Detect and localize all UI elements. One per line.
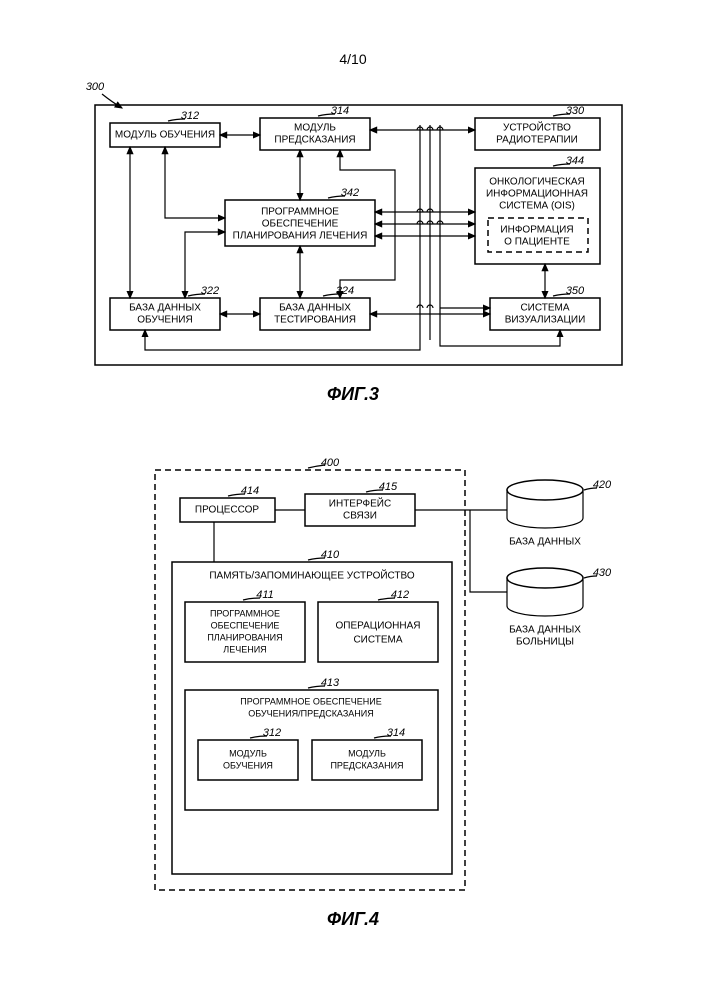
svg-text:420: 420	[593, 479, 612, 491]
svg-text:314: 314	[387, 727, 405, 739]
node-430: 430 БАЗА ДАННЫХ БОЛЬНИЦЫ	[507, 567, 612, 648]
svg-text:410: 410	[321, 549, 340, 561]
svg-text:МОДУЛЬ: МОДУЛЬ	[229, 748, 267, 758]
svg-text:ПРЕДСКАЗАНИЯ: ПРЕДСКАЗАНИЯ	[330, 760, 403, 770]
svg-text:СИСТЕМА: СИСТЕМА	[353, 635, 402, 646]
svg-text:330: 330	[566, 105, 585, 117]
node-314b: 314 МОДУЛЬ ПРЕДСКАЗАНИЯ	[312, 727, 422, 780]
node-330: 330 УСТРОЙСТВО РАДИОТЕРАПИИ	[475, 105, 600, 150]
svg-text:СВЯЗИ: СВЯЗИ	[343, 511, 377, 522]
svg-text:О ПАЦИЕНТЕ: О ПАЦИЕНТЕ	[504, 237, 570, 248]
node-415: 415 ИНТЕРФЕЙС СВЯЗИ	[305, 481, 415, 526]
svg-text:ПРОЦЕССОР: ПРОЦЕССОР	[195, 505, 259, 516]
node-420: 420 БАЗА ДАННЫХ	[507, 479, 612, 548]
svg-text:324: 324	[336, 285, 354, 297]
ref-300: 300	[86, 81, 105, 93]
svg-text:412: 412	[391, 589, 409, 601]
svg-text:ОБУЧЕНИЯ/ПРЕДСКАЗАНИЯ: ОБУЧЕНИЯ/ПРЕДСКАЗАНИЯ	[248, 708, 374, 718]
node-414: 414 ПРОЦЕССОР	[180, 485, 275, 522]
node-324: 324 БАЗА ДАННЫХ ТЕСТИРОВАНИЯ	[260, 285, 370, 330]
svg-text:ТЕСТИРОВАНИЯ: ТЕСТИРОВАНИЯ	[274, 315, 356, 326]
svg-text:ОНКОЛОГИЧЕСКАЯ: ОНКОЛОГИЧЕСКАЯ	[489, 177, 585, 188]
ref-400: 400	[321, 457, 340, 469]
svg-text:430: 430	[593, 567, 612, 579]
fig4-frame	[155, 470, 465, 890]
node-412: 412 ОПЕРАЦИОННАЯ СИСТЕМА	[318, 589, 438, 662]
node-314: 314 МОДУЛЬ ПРЕДСКАЗАНИЯ	[260, 105, 370, 150]
svg-text:ОБЕСПЕЧЕНИЕ: ОБЕСПЕЧЕНИЕ	[211, 620, 280, 630]
node-411: 411 ПРОГРАММНОЕ ОБЕСПЕЧЕНИЕ ПЛАНИРОВАНИЯ…	[185, 589, 305, 662]
svg-text:ВИЗУАЛИЗАЦИИ: ВИЗУАЛИЗАЦИИ	[505, 315, 586, 326]
svg-text:413: 413	[321, 677, 340, 689]
svg-text:ПРОГРАММНОЕ: ПРОГРАММНОЕ	[210, 608, 280, 618]
svg-text:342: 342	[341, 187, 359, 199]
svg-text:414: 414	[241, 485, 259, 497]
node-312b: 312 МОДУЛЬ ОБУЧЕНИЯ	[198, 727, 298, 780]
node-344: 344 ОНКОЛОГИЧЕСКАЯ ИНФОРМАЦИОННАЯ СИСТЕМ…	[475, 155, 600, 264]
node-322: 322 БАЗА ДАННЫХ ОБУЧЕНИЯ	[110, 285, 220, 330]
svg-text:314: 314	[331, 105, 349, 117]
svg-text:БАЗА ДАННЫХ: БАЗА ДАННЫХ	[129, 303, 201, 314]
svg-text:МОДУЛЬ: МОДУЛЬ	[348, 748, 386, 758]
svg-text:ИНФОРМАЦИЯ: ИНФОРМАЦИЯ	[500, 225, 573, 236]
svg-text:344: 344	[566, 155, 584, 167]
svg-text:ОПЕРАЦИОННАЯ: ОПЕРАЦИОННАЯ	[335, 621, 420, 632]
svg-text:ПРОГРАММНОЕ ОБЕСПЕЧЕНИЕ: ПРОГРАММНОЕ ОБЕСПЕЧЕНИЕ	[240, 696, 381, 706]
figure-4: 400 414 ПРОЦЕССОР 415 ИНТЕРФЕЙС СВЯЗИ 42…	[155, 457, 612, 929]
fig4-caption: ФИГ.4	[327, 909, 379, 929]
svg-text:350: 350	[566, 285, 585, 297]
page-number: 4/10	[339, 51, 366, 67]
svg-text:ПРОГРАММНОЕ: ПРОГРАММНОЕ	[261, 207, 339, 218]
svg-text:ЛЕЧЕНИЯ: ЛЕЧЕНИЯ	[223, 644, 266, 654]
svg-text:ПЛАНИРОВАНИЯ ЛЕЧЕНИЯ: ПЛАНИРОВАНИЯ ЛЕЧЕНИЯ	[233, 231, 368, 242]
svg-text:411: 411	[256, 589, 274, 601]
svg-text:415: 415	[379, 481, 398, 493]
svg-text:СИСТЕМА: СИСТЕМА	[520, 303, 569, 314]
svg-text:МОДУЛЬ ОБУЧЕНИЯ: МОДУЛЬ ОБУЧЕНИЯ	[115, 130, 215, 141]
svg-text:БАЗА ДАННЫХ: БАЗА ДАННЫХ	[279, 303, 351, 314]
svg-text:ПАМЯТЬ/ЗАПОМИНАЮЩЕЕ УСТРОЙСТВО: ПАМЯТЬ/ЗАПОМИНАЮЩЕЕ УСТРОЙСТВО	[209, 569, 415, 582]
svg-text:ОБУЧЕНИЯ: ОБУЧЕНИЯ	[137, 315, 192, 326]
svg-text:УСТРОЙСТВО: УСТРОЙСТВО	[503, 121, 571, 134]
svg-text:ПЛАНИРОВАНИЯ: ПЛАНИРОВАНИЯ	[207, 632, 282, 642]
node-312: 312 МОДУЛЬ ОБУЧЕНИЯ	[110, 110, 220, 147]
svg-text:СИСТЕМА (OIS): СИСТЕМА (OIS)	[499, 201, 575, 212]
svg-text:ОБУЧЕНИЯ: ОБУЧЕНИЯ	[223, 760, 273, 770]
svg-text:БАЗА ДАННЫХ: БАЗА ДАННЫХ	[509, 625, 581, 636]
fig3-caption: ФИГ.3	[327, 384, 379, 404]
svg-text:312: 312	[263, 727, 281, 739]
figure-3: 300 312 МОДУЛЬ ОБУЧЕНИЯ 314 МОДУЛЬ ПРЕДС…	[86, 81, 622, 404]
svg-text:ИНФОРМАЦИОННАЯ: ИНФОРМАЦИОННАЯ	[486, 189, 588, 200]
svg-text:БАЗА ДАННЫХ: БАЗА ДАННЫХ	[509, 537, 581, 548]
svg-text:БОЛЬНИЦЫ: БОЛЬНИЦЫ	[516, 637, 574, 648]
svg-text:312: 312	[181, 110, 199, 122]
svg-text:РАДИОТЕРАПИИ: РАДИОТЕРАПИИ	[496, 135, 578, 146]
svg-text:ИНТЕРФЕЙС: ИНТЕРФЕЙС	[329, 497, 391, 510]
svg-text:МОДУЛЬ: МОДУЛЬ	[294, 123, 336, 134]
svg-text:ПРЕДСКАЗАНИЯ: ПРЕДСКАЗАНИЯ	[274, 135, 355, 146]
svg-text:322: 322	[201, 285, 219, 297]
svg-text:ОБЕСПЕЧЕНИЕ: ОБЕСПЕЧЕНИЕ	[262, 219, 339, 230]
